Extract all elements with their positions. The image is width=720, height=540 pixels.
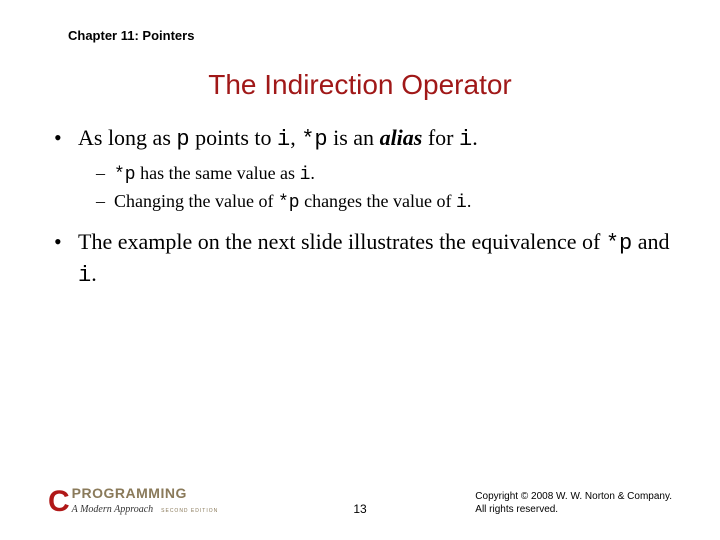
chapter-label: Chapter 11: Pointers [68, 28, 672, 43]
sub-bullet-text: Changing the value of *p changes the val… [114, 189, 471, 215]
sub-bullet-text: *p has the same value as i. [114, 161, 315, 187]
text-run: changes the value of [300, 191, 456, 211]
text-run: . [472, 125, 478, 150]
logo-c-letter: C [48, 488, 70, 515]
logo-subtitle-row: A Modern Approach SECOND EDITION [72, 500, 219, 516]
text-run: . [467, 191, 472, 211]
code-run: *p [114, 165, 136, 185]
copyright-line-2: All rights reserved. [475, 503, 672, 516]
text-run: points to [190, 125, 277, 150]
slide-title: The Indirection Operator [48, 69, 672, 101]
text-run: for [422, 125, 459, 150]
code-run: p [176, 127, 189, 152]
logo-edition: SECOND EDITION [161, 508, 218, 514]
logo-programming: PROGRAMMING [72, 486, 219, 500]
code-run: *p [606, 231, 632, 256]
text-run: is an [328, 125, 380, 150]
text-run: , [290, 125, 301, 150]
logo-subtitle: A Modern Approach [72, 504, 153, 515]
bullet-item: • As long as p points to i, *p is an ali… [54, 123, 672, 155]
bullet-text: As long as p points to i, *p is an alias… [78, 123, 478, 155]
logo-text-stack: PROGRAMMING A Modern Approach SECOND EDI… [72, 486, 219, 516]
sub-bullet-list: – *p has the same value as i. – Changing… [96, 161, 672, 216]
code-run: *p [301, 127, 327, 152]
text-run: and [632, 229, 669, 254]
page-number: 13 [353, 502, 366, 516]
text-run: Changing the value of [114, 191, 278, 211]
copyright: Copyright © 2008 W. W. Norton & Company.… [475, 490, 672, 516]
copyright-line-1: Copyright © 2008 W. W. Norton & Company. [475, 490, 672, 503]
bullet-text: The example on the next slide illustrate… [78, 227, 672, 290]
text-run: has the same value as [136, 163, 300, 183]
code-run: i [456, 193, 467, 213]
sub-bullet-marker: – [96, 161, 114, 187]
text-run: The example on the next slide illustrate… [78, 229, 606, 254]
code-run: i [78, 263, 91, 288]
text-run: . [91, 261, 97, 286]
sub-bullet-marker: – [96, 189, 114, 215]
text-run: As long as [78, 125, 176, 150]
footer: C PROGRAMMING A Modern Approach SECOND E… [0, 486, 720, 516]
emphasis-run: alias [380, 125, 423, 150]
sub-bullet-item: – Changing the value of *p changes the v… [96, 189, 672, 215]
text-run: . [310, 163, 315, 183]
code-run: i [459, 127, 472, 152]
code-run: *p [278, 193, 300, 213]
bullet-item: • The example on the next slide illustra… [54, 227, 672, 290]
book-logo: C PROGRAMMING A Modern Approach SECOND E… [48, 486, 218, 516]
content-area: • As long as p points to i, *p is an ali… [48, 123, 672, 291]
bullet-marker: • [54, 123, 78, 155]
bullet-marker: • [54, 227, 78, 290]
code-run: i [300, 165, 311, 185]
code-run: i [277, 127, 290, 152]
sub-bullet-item: – *p has the same value as i. [96, 161, 672, 187]
slide: Chapter 11: Pointers The Indirection Ope… [0, 0, 720, 540]
